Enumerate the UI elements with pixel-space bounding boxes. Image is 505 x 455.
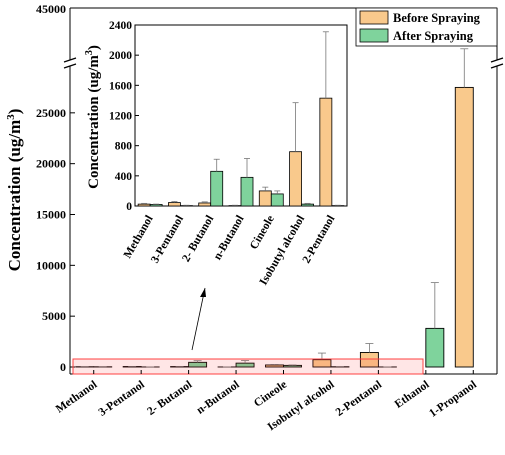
legend: Before Spraying After Spraying — [355, 7, 498, 47]
x-tick-label: 1-Propanol — [427, 379, 479, 420]
zoom-highlight-box — [72, 358, 424, 375]
inset-x-tick-label: Cineole — [248, 214, 277, 252]
x-tick-label: 3-Pentanol — [97, 379, 147, 419]
y-tick-label: 25000 — [36, 106, 66, 120]
inset-bar-0-4 — [258, 190, 272, 207]
inset-bar-0-1 — [168, 202, 181, 207]
x-tick-label: Methanol — [54, 379, 100, 416]
inset-bar-1-3 — [240, 176, 254, 207]
axis-break-mark — [490, 57, 504, 63]
bar-0-8 — [454, 86, 474, 368]
inset-y-axis-label-text: Concentration (ug/m — [86, 55, 102, 189]
x-tick-label: 2- Butanol — [145, 379, 194, 418]
y-tick-label: 5000 — [42, 309, 66, 323]
legend-swatch-1 — [359, 28, 389, 43]
axis-break-mark — [63, 63, 77, 69]
inset-y-axis-label: Concentration (ug/m3) — [84, 45, 102, 189]
inset-plot: 0 400 800 1200 1600 2000 2400 Concentration (ug… — [84, 20, 348, 287]
inset-bar-1-5 — [301, 203, 314, 207]
inset-y-axis-label-superscript: 3 — [84, 50, 95, 55]
x-tick-label: Ethanol — [393, 379, 432, 411]
main-y-axis-label-text-end: ) — [5, 109, 24, 115]
legend-label-1: After Spraying — [393, 29, 474, 43]
inset-bar-1-4 — [270, 193, 284, 207]
axis-break-mark — [63, 57, 77, 63]
inset-y-tick-label: 800 — [115, 141, 133, 153]
inset-y-tick-label: 400 — [115, 171, 133, 183]
main-y-axis-label-superscript: 3 — [5, 114, 17, 120]
y-tick-label: 0 — [60, 360, 66, 374]
inset-y-tick-label: 1600 — [109, 80, 132, 92]
inset-bar-0-0 — [137, 203, 151, 207]
main-y-axis-label-text: Concentration (ug/m — [5, 120, 24, 272]
inset-y-axis-label-text-end: ) — [86, 45, 102, 50]
zoom-arrow-line — [191, 287, 206, 351]
x-tick-label: 2-Pentanol — [334, 379, 384, 419]
inset-bar-0-6 — [319, 97, 333, 207]
inset-y-tick-label: 2000 — [109, 50, 132, 62]
zoom-arrow-head — [200, 288, 206, 297]
inset-y-tick-label: 0 — [126, 201, 132, 213]
inset-bar-1-0 — [149, 204, 163, 207]
axis-break-mark — [490, 63, 504, 69]
main-plot: 050001000015000200002500045000Concentrat… — [5, 2, 504, 433]
y-tick-label: 20000 — [36, 157, 66, 171]
y-tick-label: 15000 — [36, 208, 66, 222]
inset-bar-0-5 — [289, 151, 302, 207]
bar-1-7 — [425, 327, 445, 368]
x-tick-label: Cineole — [252, 379, 289, 410]
y-tick-label: 45000 — [36, 2, 66, 16]
inset-x-tick-label: Methanol — [122, 214, 156, 261]
inset-y-tick-label: 1200 — [109, 111, 132, 123]
inset-bar-0-2 — [198, 202, 212, 207]
main-y-axis-label: Concentration (ug/m3) — [5, 109, 24, 272]
legend-swatch-0 — [359, 10, 389, 25]
inset-y-tick-label: 2400 — [109, 20, 132, 32]
inset-x-tick-label: n-Butanol — [212, 214, 247, 263]
legend-label-0: Before Spraying — [393, 11, 481, 25]
y-tick-label: 10000 — [36, 258, 66, 272]
inset-bar-1-2 — [210, 170, 224, 207]
x-tick-label: n-Butanol — [195, 379, 242, 417]
